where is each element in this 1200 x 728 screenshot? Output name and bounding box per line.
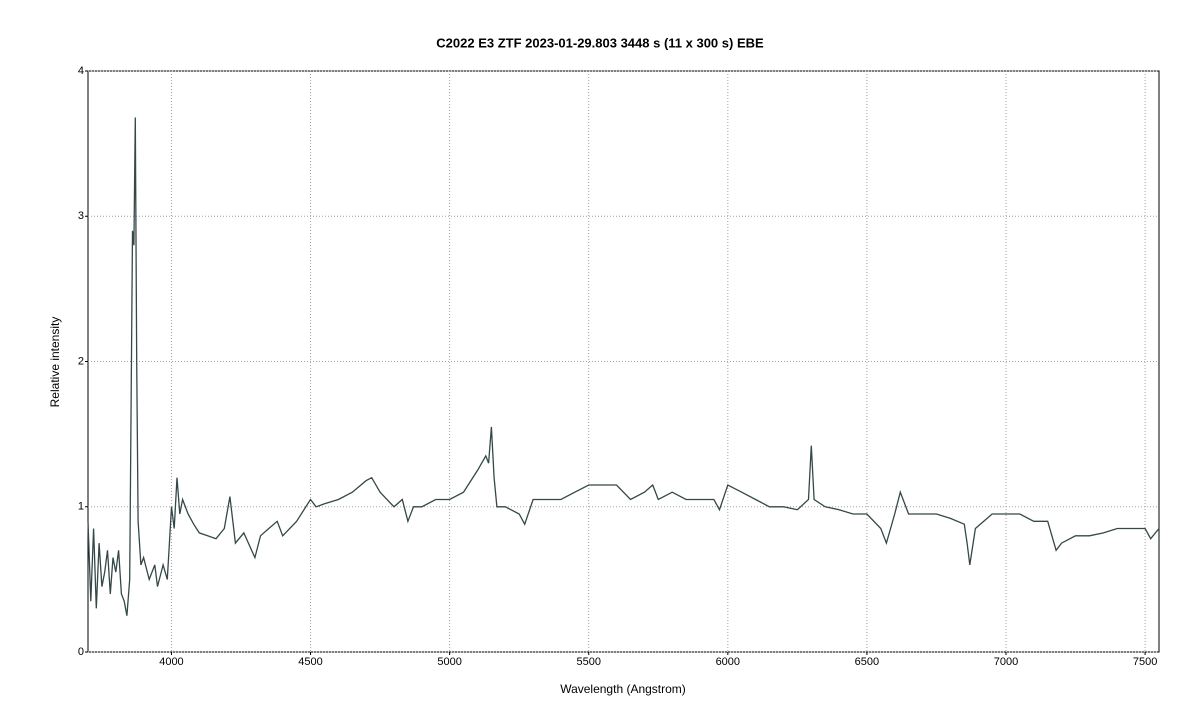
x-tick-label: 4000 [159,656,183,668]
x-tick-label: 4500 [298,656,322,668]
x-tick-label: 5500 [576,656,600,668]
x-tick-label: 6000 [716,656,740,668]
y-tick-label: 2 [78,355,84,367]
x-tick-label: 5000 [437,656,461,668]
y-tick-label: 4 [78,65,84,77]
y-axis-label: Relative intensity [48,317,62,408]
chart-title: C2022 E3 ZTF 2023-01-29.803 3448 s (11 x… [436,35,764,50]
y-tick-label: 1 [78,501,84,513]
plot-frame [87,70,1160,653]
y-tick-label: 0 [78,646,84,658]
x-tick-label: 6500 [855,656,879,668]
y-tick-label: 3 [78,210,84,222]
x-tick-label: 7000 [994,656,1018,668]
x-axis-label: Wavelength (Angstrom) [560,682,686,696]
spectrum-line [87,117,1160,616]
x-tick-label: 7500 [1133,656,1157,668]
